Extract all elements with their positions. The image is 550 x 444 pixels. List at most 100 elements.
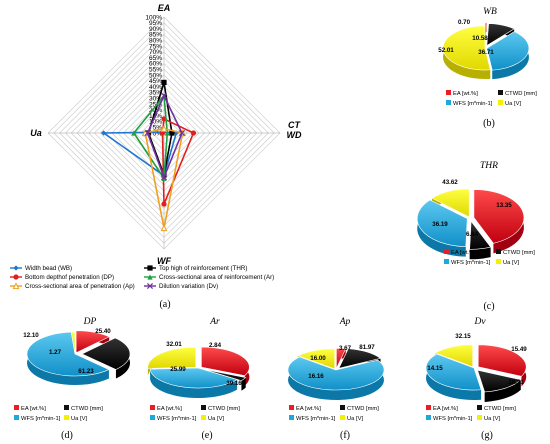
pie-value-label: 36.19 (432, 221, 448, 228)
radar-tick-label: 75% (149, 43, 162, 50)
pie-legend-label: Ua [V] (505, 101, 521, 107)
radar-tick-label: 85% (149, 32, 162, 39)
pie-chart-ap: Ap 3.67 16.00 81.97 16.16 EA [wt.%] CTWD [mm] W… (287, 317, 385, 422)
pie-slice (338, 348, 382, 369)
legend-label: Bottom depthof penetration (DP) (25, 274, 114, 281)
legend-item: Dilution variation (Dv) (144, 282, 218, 290)
pie-value-label: 43.62 (442, 179, 458, 186)
pie-chart-thr: THR 43.62 6.84 36.19 13.35 EA [wt.%] CTWD [mm]… (417, 161, 535, 266)
pie-title: DP (83, 317, 97, 327)
pie-legend-swatch (446, 100, 451, 105)
pie-slice-side (417, 199, 466, 257)
pie-slice (149, 367, 238, 389)
pie-legend-label: CTWD [mm] (484, 406, 516, 412)
pie-slice (486, 31, 530, 71)
pie-title: WB (483, 7, 497, 17)
legend-label: Cross-sectional area of penetration (Ap) (25, 283, 135, 290)
pie-legend-swatch (64, 405, 69, 410)
pie-legend-label: Ua [V] (208, 416, 224, 422)
pie-legend-label: CTWD [mm] (71, 406, 103, 412)
pie-value-label: 13.35 (496, 202, 512, 209)
legend-item: Width bead (WB) (10, 265, 72, 272)
radar-point (160, 92, 168, 99)
legend-marker (12, 282, 20, 290)
radar-point (101, 130, 107, 136)
pie-legend-swatch (14, 405, 19, 410)
pie-slice (477, 344, 527, 377)
pie-legend-label: Ua [V] (503, 260, 519, 266)
pie-slice (473, 189, 525, 244)
legend-label: Top high of reinforcement (THR) (159, 265, 247, 272)
radar-point (144, 129, 151, 137)
radar-tick-label: 40% (149, 84, 162, 91)
pie-title: Ar (209, 317, 220, 327)
radar-tick-label: 5% (153, 125, 163, 132)
radar-tick-label: 100% (145, 14, 162, 21)
pie-charts: WB 0.70 10.58 36.71 52.01 EA [wt.%] CTWD [mm] W… (14, 7, 537, 422)
pie-slice (431, 188, 470, 218)
radar-tick-label: 10% (149, 119, 162, 126)
panel-caption: (e) (201, 430, 212, 441)
pie-slice-side (150, 369, 238, 398)
pie-legend-swatch (201, 405, 206, 410)
pie-legend-label: Ua [V] (484, 416, 500, 422)
pie-value-label: 39.16 (226, 380, 242, 387)
pie-slice-side (484, 379, 521, 402)
pie-value-label: 16.00 (310, 355, 326, 362)
pie-legend-swatch (340, 415, 345, 420)
pie-legend-swatch (426, 405, 431, 410)
pie-legend-swatch (477, 415, 482, 420)
pie-value-label: 0.70 (458, 19, 471, 26)
panel-caption: (a) (159, 299, 170, 310)
pie-slice (425, 353, 482, 391)
pie-slice (434, 344, 474, 368)
pie-slice-side (288, 356, 384, 400)
pie-chart-dp: DP 12.10 25.40 61.23 1.27 EA [wt.%] CTWD [mm] W… (14, 317, 131, 422)
radar-tick-label: 90% (149, 26, 162, 33)
radar-tick-label: 80% (149, 38, 162, 45)
pie-title: THR (480, 161, 498, 171)
pie-slice-side (426, 354, 482, 400)
pie-slice (417, 199, 468, 247)
pie-legend-label: Ua [V] (347, 416, 363, 422)
legend-label: Width bead (WB) (25, 265, 72, 272)
legend-item: Cross-sectional area of reinforcement (A… (144, 274, 274, 281)
radar-point (169, 130, 175, 136)
radar-chart: 0%5%10%15%20%25%30%35%40%45%50%55%60%65%… (30, 3, 302, 266)
pie-title: Dv (473, 317, 486, 327)
pie-legend-swatch (496, 249, 501, 254)
pie-value-label: 32.01 (166, 341, 182, 348)
pie-slice (70, 331, 76, 355)
pie-legend-swatch (444, 259, 449, 264)
panel-captions: (a) (b) (c) (d) (e) (f) (g) (61, 118, 495, 441)
radar-point (178, 129, 185, 137)
radar-tick-label: 0% (153, 130, 163, 137)
pie-slice (75, 330, 110, 354)
pie-legend-label: EA [wt.%] (21, 406, 46, 412)
radar-tick-label: 65% (149, 55, 162, 62)
pie-legend-swatch (201, 415, 206, 420)
pie-legend-label: Ua [V] (71, 416, 87, 422)
pie-slice (486, 23, 515, 47)
radar-axis-label: WF (157, 256, 171, 266)
pie-legend-label: EA [wt.%] (433, 406, 458, 412)
pie-slice (442, 25, 491, 71)
pie-slice (201, 346, 250, 376)
pie-value-label: 10.58 (472, 35, 488, 42)
pie-legend-swatch (150, 405, 155, 410)
pie-slice (202, 368, 247, 381)
radar-tick-label: 25% (149, 101, 162, 108)
pie-value-label: 16.16 (308, 373, 324, 380)
pie-legend-swatch (289, 415, 294, 420)
radar-axis-label: WD (287, 130, 302, 140)
pie-value-label: 52.01 (438, 47, 454, 54)
pie-legend-swatch (498, 100, 503, 105)
radar-tick-label: 60% (149, 61, 162, 68)
pie-legend-swatch (477, 405, 482, 410)
pie-slice (477, 369, 522, 393)
pie-chart-ar: Ar 32.01 2.84 39.16 25.99 EA [wt.%] CTWD [mm] W… (147, 317, 250, 422)
pie-slice (469, 220, 492, 250)
radar-axis-label: Ua (30, 128, 42, 138)
pie-legend-label: CTWD [mm] (347, 406, 379, 412)
pie-value-label: 3.67 (339, 345, 352, 352)
